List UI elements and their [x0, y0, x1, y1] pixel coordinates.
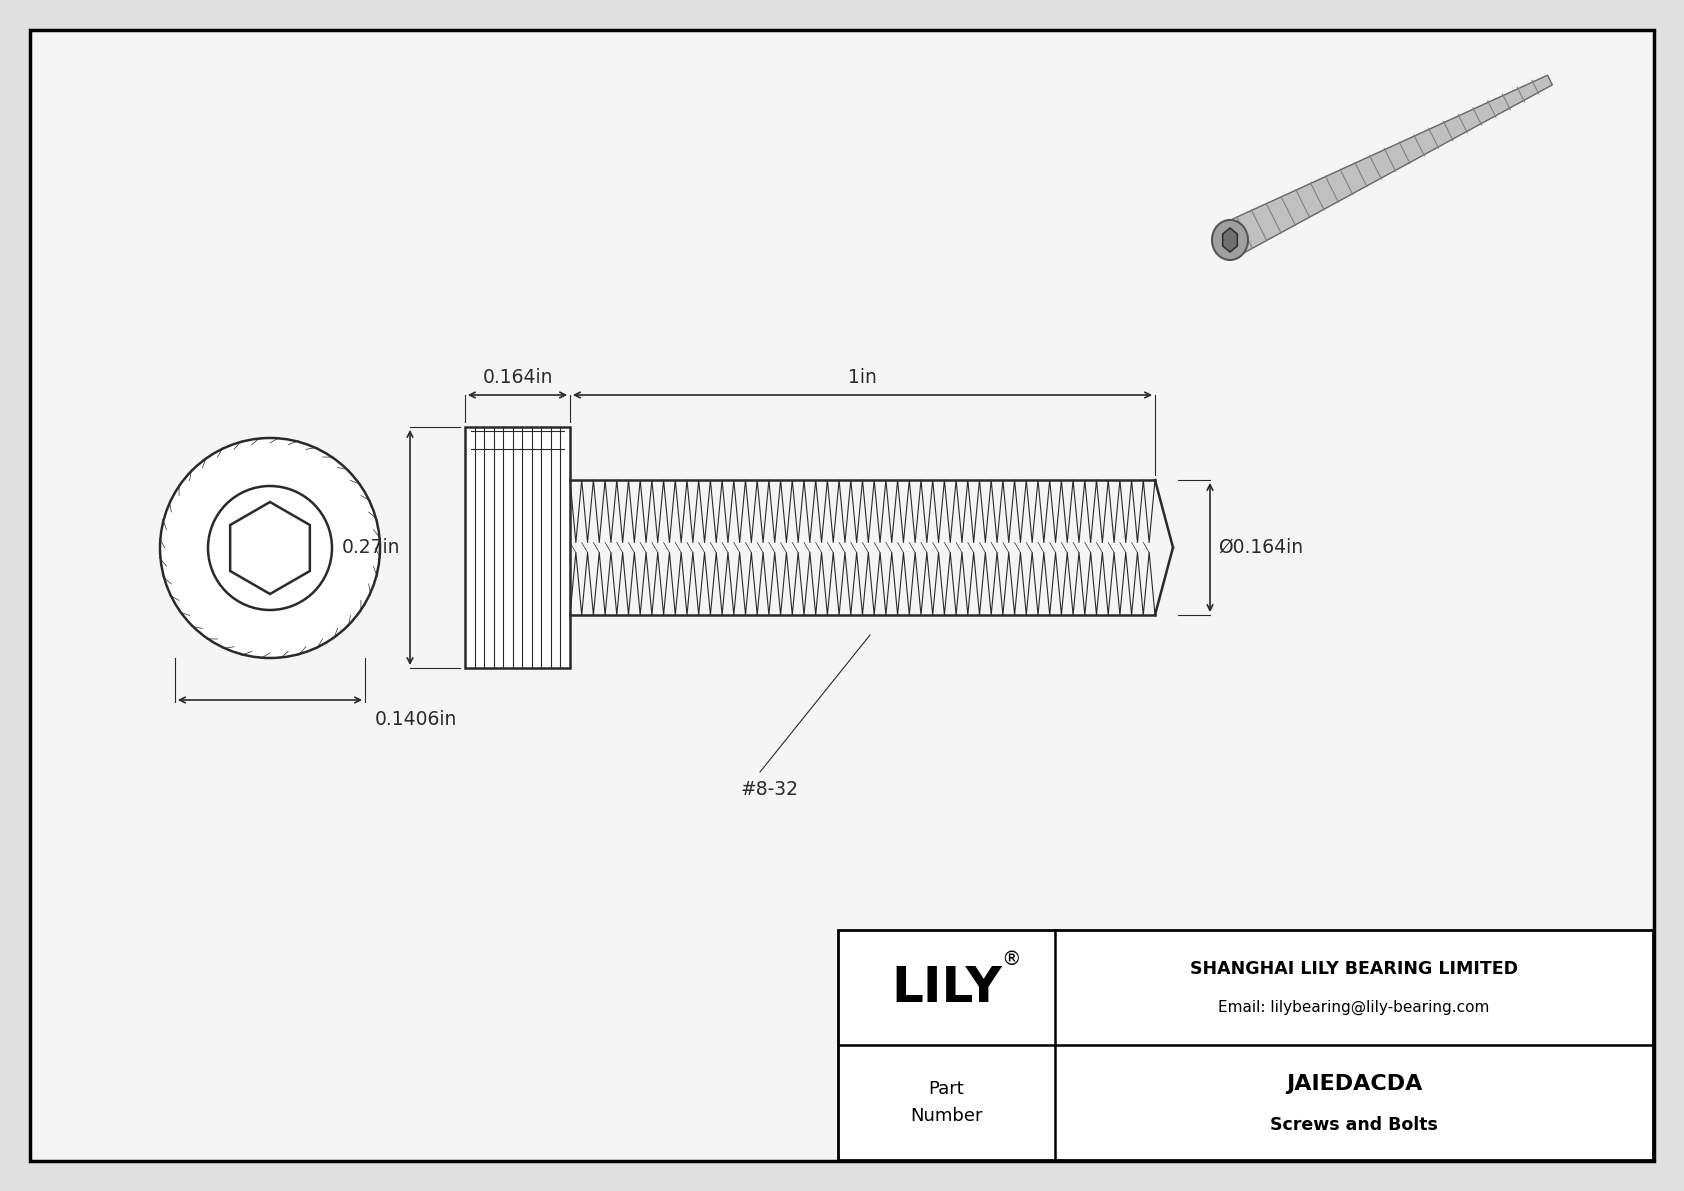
Text: 0.164in: 0.164in [482, 368, 552, 387]
Text: #8-32: #8-32 [739, 780, 798, 799]
Text: Part
Number: Part Number [911, 1080, 983, 1124]
Text: JAIEDACDA: JAIEDACDA [1287, 1074, 1423, 1095]
Ellipse shape [1212, 220, 1248, 260]
Circle shape [209, 486, 332, 610]
Text: LILY: LILY [891, 964, 1002, 1011]
Text: Email: lilybearing@lily-bearing.com: Email: lilybearing@lily-bearing.com [1218, 1000, 1490, 1015]
Text: 0.27in: 0.27in [342, 538, 401, 557]
Text: ®: ® [1002, 950, 1021, 969]
Text: Ø0.164in: Ø0.164in [1218, 538, 1303, 557]
Text: 1in: 1in [849, 368, 877, 387]
Text: 0.1406in: 0.1406in [376, 710, 458, 729]
Text: SHANGHAI LILY BEARING LIMITED: SHANGHAI LILY BEARING LIMITED [1191, 960, 1517, 979]
Polygon shape [1223, 227, 1238, 252]
Bar [465, 428, 569, 668]
Polygon shape [1223, 75, 1553, 256]
Text: Screws and Bolts: Screws and Bolts [1270, 1116, 1438, 1134]
Bar [839, 930, 1654, 1160]
Circle shape [160, 438, 381, 657]
Polygon shape [231, 501, 310, 594]
